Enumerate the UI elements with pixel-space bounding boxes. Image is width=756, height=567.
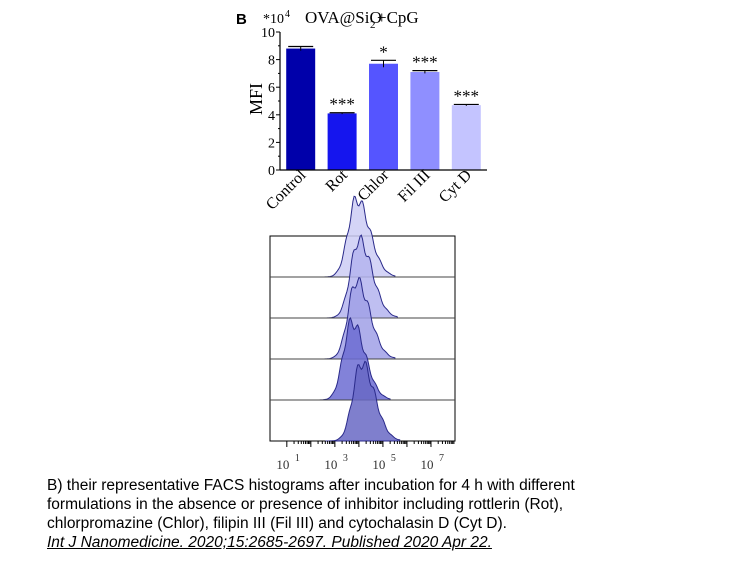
y-tick-label: 4	[268, 109, 275, 124]
caption-line-1: B) their representative FACS histograms …	[47, 477, 575, 494]
x-tick-base: 10	[324, 457, 337, 472]
title-text: OVA@SiO	[305, 8, 382, 27]
histogram-trace	[315, 317, 391, 401]
bar	[410, 72, 440, 170]
histogram-trace	[320, 195, 396, 278]
x-tick-label: Rot	[323, 166, 352, 195]
title-suffix: +CpG	[377, 8, 419, 27]
x-tick-base: 10	[420, 457, 433, 472]
histogram-chart: 10 1 10 3 10 5 10 7	[269, 195, 456, 472]
caption-line-3: chlorpromazine (Chlor), filipin III (Fil…	[47, 515, 507, 532]
x-tick-exponent: 7	[439, 453, 444, 464]
citation-link[interactable]: Int J Nanomedicine. 2020;15:2685-2697. P…	[47, 534, 492, 551]
significance-label: *	[379, 42, 388, 61]
panel-label: B	[236, 11, 247, 28]
x-tick-exponent: 5	[391, 453, 396, 464]
bar	[451, 105, 481, 170]
significance-label: ***	[412, 53, 438, 72]
histogram-traces	[270, 195, 455, 442]
title-prefix: *10	[263, 12, 284, 27]
significance-label: ***	[329, 95, 355, 114]
x-tick-base: 10	[276, 457, 289, 472]
bar	[369, 63, 398, 170]
title-exponent: 4	[285, 9, 290, 20]
y-tick-label: 10	[261, 26, 275, 41]
x-axis-labels: Control Rot Chlor Fil III Cyt D	[263, 166, 475, 213]
bar	[327, 113, 357, 170]
bar	[286, 48, 316, 171]
histogram-trace	[320, 276, 396, 360]
histogram-x-ticks: 10 1 10 3 10 5 10 7	[276, 441, 455, 472]
histogram-trace	[325, 360, 401, 442]
figure-caption: B) their representative FACS histograms …	[47, 476, 737, 552]
title-subscript: 2	[370, 19, 376, 31]
significance-label: ***	[454, 86, 480, 105]
caption-line-2: formulations in the absence or presence …	[47, 496, 564, 513]
y-tick-label: 2	[268, 136, 275, 151]
y-axis-ticks: 0 2 4 6 8 10	[261, 26, 280, 179]
y-axis-label: MFI	[246, 83, 266, 115]
x-tick-exponent: 3	[343, 453, 348, 464]
x-tick-label: Chlor	[355, 166, 393, 204]
y-tick-label: 0	[268, 164, 275, 179]
y-tick-label: 6	[268, 81, 275, 96]
x-tick-exponent: 1	[295, 453, 300, 464]
bar-series: **********	[286, 42, 481, 171]
x-tick-label: Fil III	[395, 167, 434, 206]
histogram-trace	[322, 234, 398, 319]
y-tick-label: 8	[268, 54, 275, 69]
x-tick-label: Cyt D	[436, 167, 475, 206]
x-tick-base: 10	[372, 457, 385, 472]
